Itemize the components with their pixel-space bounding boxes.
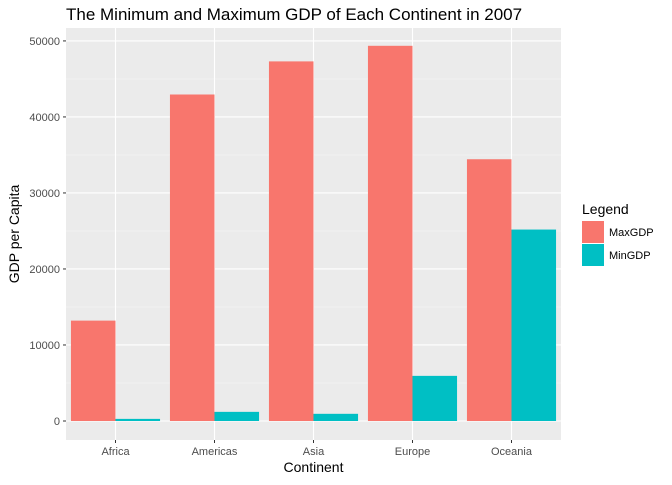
x-tick-label: Americas [192,446,238,458]
bar-mingdp-europe [412,375,458,421]
x-tick-label: Oceania [491,446,533,458]
y-tick-label: 40000 [29,112,60,124]
y-tick-label: 10000 [29,340,60,352]
legend-title: Legend [582,201,629,217]
bar-mingdp-americas [214,411,260,421]
x-axis: Africa Americas Asia Europe Oceania [101,440,533,458]
bar-mingdp-africa [115,418,161,421]
y-tick-label: 30000 [29,188,60,200]
bar-mingdp-asia [313,413,359,421]
legend-key-maxgdp [582,221,604,243]
bar-maxgdp-asia [268,61,314,421]
bar-maxgdp-oceania [466,159,512,421]
legend-label-mingdp: MinGDP [609,250,651,262]
x-axis-label: Continent [284,459,344,475]
legend-items: MaxGDP MinGDP [582,221,654,266]
y-tick-label: 50000 [29,36,60,48]
chart-title: The Minimum and Maximum GDP of Each Cont… [66,5,522,24]
y-axis: 0 10000 20000 30000 40000 50000 [29,36,66,428]
x-tick-label: Africa [101,446,130,458]
y-axis-label: GDP per Capita [6,185,22,284]
legend-key-mingdp [582,244,604,266]
x-tick-label: Asia [303,446,325,458]
legend-label-maxgdp: MaxGDP [609,227,654,239]
y-tick-label: 0 [54,416,60,428]
bar-mingdp-oceania [511,229,557,421]
bar-maxgdp-americas [169,94,215,421]
bar-maxgdp-africa [70,320,116,421]
x-tick-label: Europe [395,446,430,458]
bars [70,45,557,421]
legend: Legend MaxGDP MinGDP [582,201,654,266]
y-tick-label: 20000 [29,264,60,276]
bar-maxgdp-europe [367,45,413,421]
